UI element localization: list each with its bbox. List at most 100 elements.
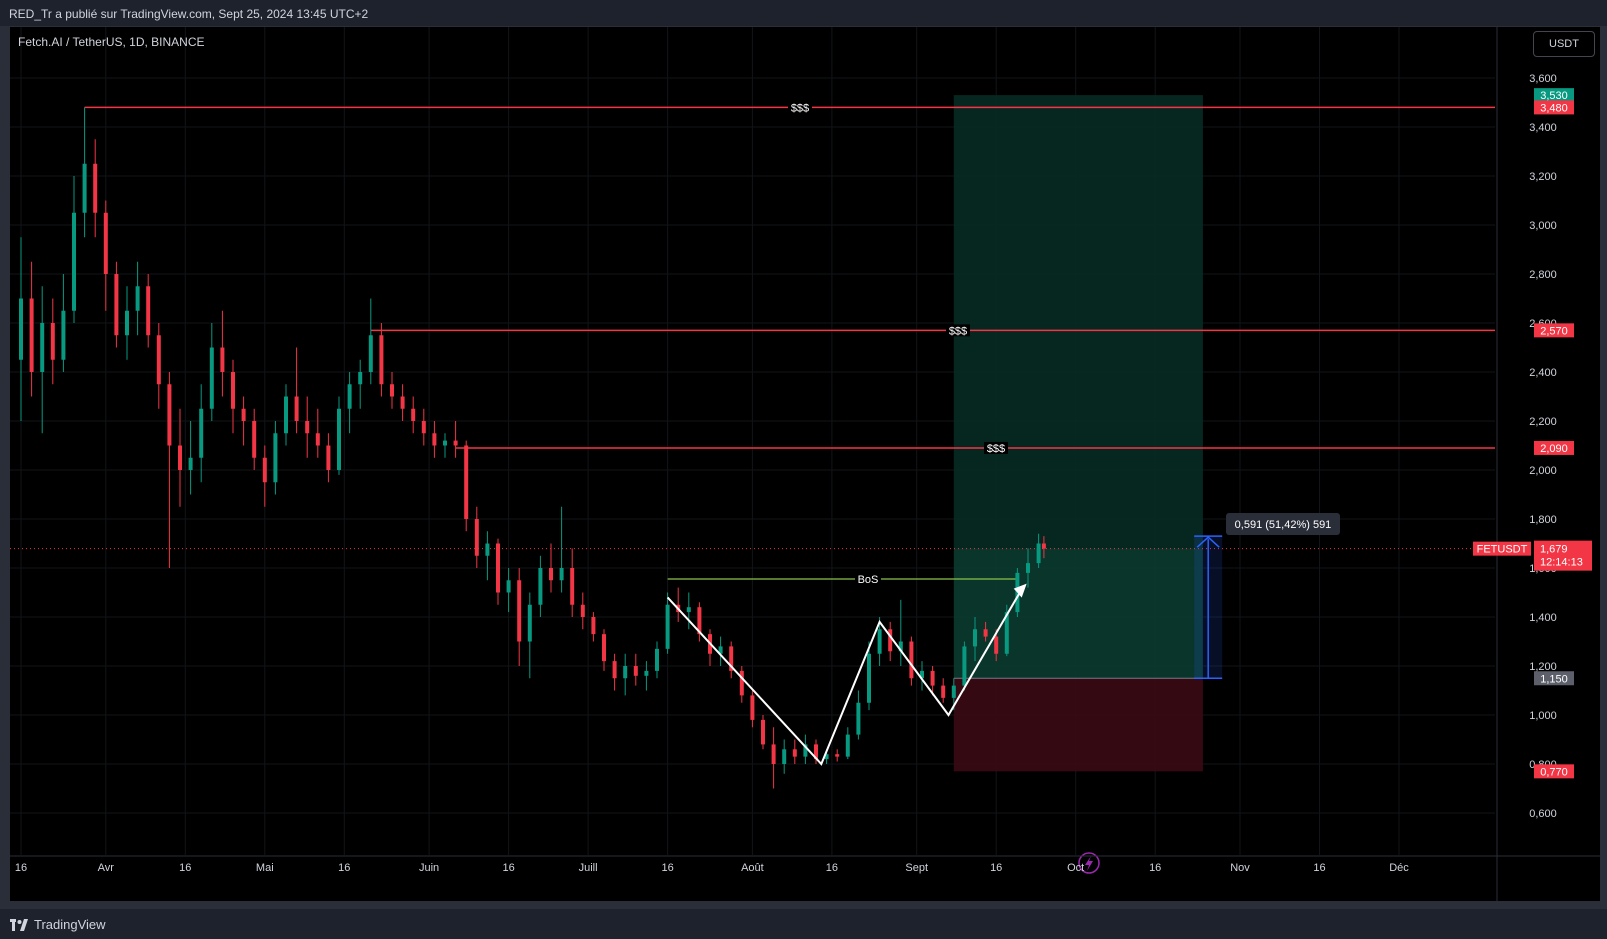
candle-body bbox=[1026, 563, 1030, 573]
candle-body bbox=[994, 636, 999, 654]
candle-body bbox=[665, 604, 670, 649]
candle-body bbox=[973, 629, 977, 647]
current-price-badge: 1,679 bbox=[1540, 544, 1568, 556]
price-tick-label: 3,600 bbox=[1529, 73, 1557, 85]
price-tick-label: 3,200 bbox=[1529, 171, 1557, 183]
zigzag-arrowhead bbox=[1013, 583, 1027, 598]
candle-body bbox=[40, 323, 45, 372]
candle-body bbox=[146, 286, 151, 336]
symbol-tag-bg bbox=[1473, 541, 1531, 556]
price-tick-label: 3,000 bbox=[1529, 220, 1557, 232]
candle-body bbox=[739, 670, 744, 696]
candle-body bbox=[496, 543, 500, 593]
countdown-label: 12:14:13 bbox=[1540, 557, 1583, 569]
candle-body bbox=[655, 648, 659, 671]
candle-body bbox=[549, 568, 553, 581]
date-tick-label: Nov bbox=[1230, 862, 1250, 874]
liquidity-label-bg bbox=[984, 441, 1008, 454]
candle-body bbox=[792, 749, 797, 757]
liquidity-label: $$$ bbox=[987, 443, 1005, 455]
level-price-badge: 2,570 bbox=[1540, 325, 1568, 337]
liquidity-label-bg bbox=[946, 324, 970, 337]
lightning-icon bbox=[1078, 852, 1100, 874]
candle-body bbox=[845, 734, 850, 757]
candle-body bbox=[368, 335, 373, 372]
candle-body bbox=[284, 396, 288, 434]
level-price-badge: 2,090 bbox=[1540, 443, 1568, 455]
candle-body bbox=[337, 408, 341, 470]
candle-body bbox=[750, 695, 755, 720]
price-tick-label: 1,000 bbox=[1529, 710, 1557, 722]
candle-body bbox=[400, 396, 405, 409]
candle-body bbox=[951, 685, 956, 698]
liquidity-label: $$$ bbox=[949, 325, 967, 337]
candle-body bbox=[623, 666, 628, 679]
candle-body bbox=[941, 685, 946, 698]
candle-body bbox=[19, 298, 23, 360]
candle-body bbox=[199, 408, 204, 458]
date-tick-label: Août bbox=[741, 862, 764, 874]
price-tick-label: 1,800 bbox=[1529, 514, 1557, 526]
candle-body bbox=[888, 629, 893, 652]
date-tick-label: 16 bbox=[502, 862, 514, 874]
candle-body bbox=[464, 445, 469, 519]
publisher-bar: RED_Tr a publié sur TradingView.com, Sep… bbox=[0, 0, 1607, 26]
candle-body bbox=[474, 519, 479, 556]
candle-body bbox=[729, 646, 734, 671]
candle-body bbox=[167, 384, 172, 446]
target-zone bbox=[953, 95, 1203, 679]
candle-body bbox=[209, 347, 214, 409]
level-price-badge-bg bbox=[1534, 100, 1574, 115]
candle-body bbox=[930, 670, 935, 686]
candle-body bbox=[50, 323, 55, 360]
date-tick-label: 16 bbox=[661, 862, 673, 874]
candle-body bbox=[273, 433, 278, 483]
stop-price-badge-bg bbox=[1534, 764, 1574, 779]
target-price-badge-bg bbox=[1534, 88, 1574, 103]
candle-body bbox=[432, 433, 437, 446]
candle-body bbox=[453, 440, 458, 446]
date-tick-label: 16 bbox=[990, 862, 1002, 874]
price-tick-label: 3,400 bbox=[1529, 122, 1557, 134]
candle-body bbox=[156, 335, 161, 385]
price-tick-label: 1,400 bbox=[1529, 612, 1557, 624]
target-zone-upper bbox=[953, 95, 1203, 549]
level-price-badge: 3,480 bbox=[1540, 102, 1568, 114]
candle-body bbox=[262, 457, 267, 483]
symbol-tag: FETUSDT bbox=[1477, 544, 1528, 556]
date-tick-label: Juin bbox=[419, 862, 439, 874]
current-price-badge-bg bbox=[1534, 540, 1592, 571]
lightning-circle bbox=[1078, 852, 1100, 874]
target-price-badge: 3,530 bbox=[1540, 90, 1568, 102]
currency-button[interactable]: USDT bbox=[1533, 31, 1595, 57]
date-tick-label: 16 bbox=[826, 862, 838, 874]
date-tick-label: 16 bbox=[179, 862, 191, 874]
price-tick-label: 0,600 bbox=[1529, 808, 1557, 820]
candle-body bbox=[315, 433, 320, 446]
candle-body bbox=[1041, 543, 1046, 549]
tradingview-logo[interactable]: TradingView bbox=[10, 917, 106, 932]
stop-price-badge: 0,770 bbox=[1540, 766, 1568, 778]
measure-label-bg bbox=[1226, 513, 1340, 535]
date-tick-label: Déc bbox=[1389, 862, 1409, 874]
candle-body bbox=[305, 421, 310, 434]
candle-body bbox=[252, 421, 257, 458]
candle-body bbox=[856, 702, 861, 735]
candle-body bbox=[103, 212, 108, 274]
date-tick-label: 16 bbox=[1149, 862, 1161, 874]
brand-name: TradingView bbox=[34, 917, 106, 932]
plot-area bbox=[10, 27, 1495, 855]
candle-body bbox=[835, 754, 840, 757]
entry-price-badge-bg bbox=[1534, 671, 1574, 686]
candle-body bbox=[379, 335, 384, 385]
candle-body bbox=[782, 749, 787, 764]
zigzag-pattern bbox=[666, 587, 1024, 766]
candle-body bbox=[559, 568, 564, 581]
date-tick-label: 16 bbox=[338, 862, 350, 874]
candle-body bbox=[570, 568, 575, 605]
candle-body bbox=[983, 629, 988, 637]
candle-body bbox=[347, 384, 352, 409]
measure-arrowhead bbox=[1196, 536, 1220, 548]
price-tick-label: 2,400 bbox=[1529, 367, 1557, 379]
